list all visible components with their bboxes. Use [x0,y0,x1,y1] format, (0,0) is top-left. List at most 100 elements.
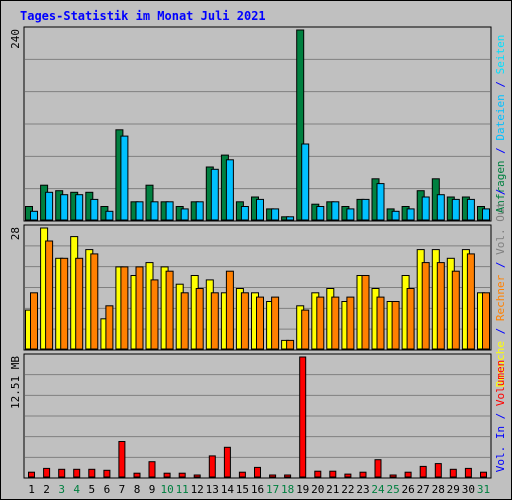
bar-dateien-day-25 [391,210,400,221]
bar-rechner-day-23 [361,275,370,350]
bar-dateien-day-17 [271,208,280,221]
bar-volumen-day-12 [193,474,201,478]
x-tick-label-day-30: 30 [462,483,475,496]
bar-volumen-day-31 [480,471,487,478]
bar-dateien-day-8 [135,201,144,221]
bar-rechner-day-14 [225,270,234,350]
bar-rechner-day-2 [45,240,54,350]
legend-entry: / [494,141,507,161]
bar-rechner-day-15 [240,292,249,350]
bar-rechner-day-16 [256,296,264,350]
bar-dateien-day-19 [301,143,310,221]
bar-dateien-day-28 [436,194,445,221]
x-tick-label-day-4: 4 [73,483,80,496]
legend-entry: Rechner [494,274,507,321]
bar-rechner-day-12 [195,288,204,350]
x-tick-label-day-25: 25 [386,483,399,496]
bar-rechner-day-7 [120,266,129,350]
bar-dateien-day-20 [316,206,325,221]
bar-volumen-day-8 [133,472,141,478]
x-tick-label-day-21: 21 [326,483,339,496]
bar-dateien-day-22 [346,208,355,221]
x-tick-label-day-20: 20 [311,483,324,496]
bar-rechner-day-30 [466,253,475,350]
bar-volumen-day-24 [374,459,382,478]
bar-volumen-day-14 [223,446,231,478]
x-tick-label-day-2: 2 [43,483,50,496]
legend-entry: Besuche [494,341,507,387]
legend-hits: Anfragen / Dateien / Seiten [494,35,507,214]
bar-volumen-day-6 [103,469,111,478]
x-tick-label-day-7: 7 [119,483,126,496]
bar-volumen-day-5 [88,468,96,478]
bar-dateien-day-15 [240,206,249,221]
bar-volumen-day-26 [404,471,412,478]
y-tick-label: 12.51 MB [9,356,22,409]
x-tick-label-day-10: 10 [160,483,173,496]
x-tick-label-day-6: 6 [104,483,111,496]
bar-volumen-day-4 [73,468,81,478]
bar-rechner-day-5 [90,253,99,350]
x-tick-label-day-15: 15 [236,483,249,496]
bar-dateien-day-10 [165,201,174,221]
bar-rechner-day-13 [210,292,219,350]
x-tick-label-day-19: 19 [296,483,309,496]
legend-entry: / [494,321,507,341]
bar-rechner-day-29 [451,270,460,350]
bar-volumen-day-17 [269,474,277,478]
x-tick-label-day-18: 18 [281,483,294,496]
x-tick-label-day-1: 1 [28,483,35,496]
x-tick-label-day-26: 26 [401,483,414,496]
x-tick-label-day-5: 5 [88,483,95,496]
bar-dateien-day-6 [105,210,114,221]
y-tick-label: 28 [9,227,22,240]
legend-entry: Vol. Out [494,202,507,255]
bar-dateien-day-31 [482,208,490,221]
legend-entry: / [494,189,507,202]
y-tick-label: 240 [9,29,22,49]
bar-volumen-day-22 [344,473,352,478]
bar-volumen-day-27 [419,465,427,478]
x-tick-label-day-12: 12 [191,483,204,496]
bar-volumen-day-23 [359,471,367,478]
bar-rechner-day-9 [150,279,159,350]
bar-rechner-day-11 [180,292,189,350]
bar-rechner-day-28 [436,262,445,350]
x-tick-label-day-31: 31 [477,483,490,496]
bar-dateien-day-18 [286,216,295,221]
bar-rechner-day-4 [75,257,84,350]
x-tick-label-day-29: 29 [447,483,460,496]
x-tick-label-day-17: 17 [266,483,279,496]
bar-volumen-day-21 [329,470,337,478]
legend-entry: / [494,74,507,94]
x-tick-label-day-14: 14 [221,483,235,496]
bar-dateien-day-24 [376,183,385,221]
legend-entry: / [494,406,507,426]
bar-volumen-day-13 [208,455,216,478]
x-tick-label-day-9: 9 [149,483,156,496]
bar-dateien-day-12 [195,201,204,221]
bar-dateien-day-26 [406,208,415,221]
bar-volumen-day-29 [449,468,457,478]
x-tick-label-day-8: 8 [134,483,141,496]
x-tick-label-day-13: 13 [206,483,219,496]
x-tick-label-day-16: 16 [251,483,264,496]
bar-dateien-day-27 [421,196,430,221]
bar-volumen-day-28 [434,463,442,478]
bar-rechner-day-17 [271,296,280,350]
x-tick-label-day-22: 22 [341,483,354,496]
bar-rechner-day-27 [421,262,430,350]
bar-rechner-day-24 [376,296,385,350]
bar-volumen-day-10 [163,472,171,478]
bar-rechner-day-31 [482,292,490,350]
bar-rechner-day-21 [331,296,340,350]
bar-volumen-day-15 [238,471,246,478]
bar-volumen-day-11 [178,472,186,478]
x-tick-label-day-27: 27 [417,483,430,496]
x-tick-label-day-3: 3 [58,483,65,496]
bar-volumen-day-19 [299,356,307,478]
bar-volumen-day-2 [43,467,51,478]
bar-volumen-day-7 [118,441,126,478]
bar-rechner-day-3 [60,257,69,350]
